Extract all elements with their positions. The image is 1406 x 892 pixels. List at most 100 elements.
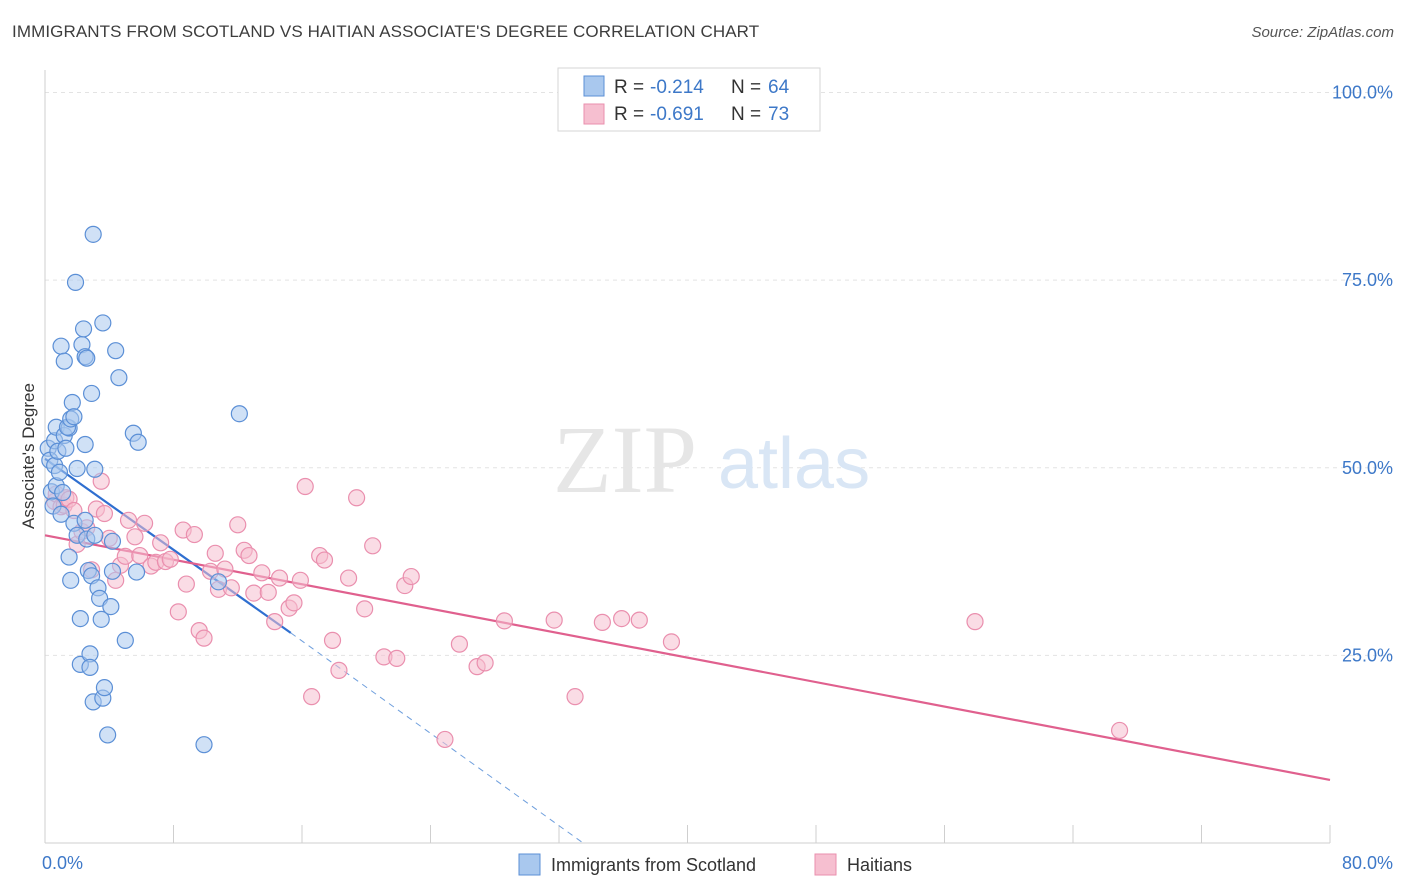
point-scotland-10 [52, 505, 70, 523]
watermark-zip: ZIP [553, 406, 697, 513]
point-scotland-21 [63, 393, 81, 412]
legend-swatch-haitians [583, 103, 605, 125]
point-haitians-26 [161, 550, 179, 568]
point-haitians-34 [206, 544, 224, 562]
point-haitians-72 [630, 611, 648, 629]
point-scotland-26 [68, 459, 86, 478]
point-haitians-40 [240, 546, 258, 565]
point-scotland-9 [50, 463, 69, 481]
point-haitians-54 [330, 661, 348, 679]
point-scotland-34 [78, 349, 96, 367]
point-scotland-51 [99, 726, 117, 744]
point-scotland-50 [95, 679, 114, 697]
point-haitians-17 [116, 547, 134, 565]
legend-r-value-scotland: -0.214 [650, 77, 704, 98]
point-haitians-71 [613, 610, 631, 628]
point-haitians-70 [593, 613, 611, 631]
source-label: Source: ZipAtlas.com [1251, 24, 1394, 41]
point-scotland-13 [57, 439, 75, 457]
point-scotland-14 [52, 337, 70, 355]
watermark-atlas: atlas [718, 424, 870, 504]
point-scotland-23 [66, 273, 85, 291]
point-scotland-53 [103, 562, 122, 580]
point-scotland-30 [74, 320, 93, 338]
point-scotland-55 [107, 342, 125, 360]
legend-r-label-haitians: R = [614, 104, 644, 125]
point-scotland-18 [62, 571, 80, 589]
point-haitians-32 [195, 629, 213, 647]
point-scotland-45 [84, 225, 102, 243]
point-haitians-24 [152, 534, 170, 552]
point-scotland-52 [102, 597, 120, 616]
point-scotland-27 [71, 610, 89, 628]
point-haitians-53 [323, 631, 342, 649]
point-scotland-60 [129, 433, 147, 451]
point-haitians-55 [339, 569, 358, 587]
bottom-legend-swatch-scotland [518, 853, 541, 876]
point-haitians-13 [95, 504, 114, 523]
legend-r-value-haitians: -0.691 [650, 104, 704, 125]
point-haitians-63 [436, 730, 454, 749]
point-scotland-33 [76, 511, 94, 529]
point-scotland-42 [86, 460, 104, 478]
point-scotland-37 [81, 658, 99, 676]
y-tick-label-0: 100.0% [1332, 83, 1393, 103]
watermark: ZIP atlas [553, 406, 870, 513]
point-haitians-68 [545, 611, 563, 629]
point-scotland-47 [92, 610, 110, 628]
point-scotland-63 [209, 573, 228, 591]
point-haitians-19 [126, 528, 144, 546]
point-haitians-57 [356, 600, 374, 618]
point-haitians-43 [259, 583, 277, 601]
y-axis-title: Associate's Degree [19, 383, 38, 529]
point-scotland-59 [127, 563, 146, 581]
point-scotland-62 [230, 405, 248, 423]
point-haitians-21 [135, 514, 154, 532]
point-haitians-27 [169, 603, 187, 621]
point-haitians-60 [388, 649, 406, 667]
point-haitians-52 [315, 551, 334, 569]
data-points [39, 225, 1129, 754]
page-title: IMMIGRANTS FROM SCOTLAND VS HAITIAN ASSO… [12, 22, 760, 41]
point-haitians-69 [566, 688, 584, 706]
point-haitians-74 [966, 613, 984, 631]
point-haitians-30 [185, 525, 203, 544]
correlation-legend: R = -0.214 N = 64 R = -0.691 N = 73 [557, 67, 821, 132]
point-haitians-38 [229, 516, 247, 534]
legend-n-value-haitians: 73 [768, 104, 789, 125]
point-haitians-47 [285, 594, 303, 612]
point-haitians-42 [253, 564, 271, 582]
point-haitians-44 [266, 613, 284, 631]
point-scotland-17 [60, 548, 78, 566]
point-scotland-61 [195, 736, 213, 754]
x-tick-label-1: 80.0% [1342, 853, 1393, 873]
point-scotland-54 [103, 532, 122, 550]
tick-labels: 100.0% 75.0% 50.0% 25.0% 0.0% 80.0% [42, 83, 1393, 873]
bottom-legend-label-haitians: Haitians [847, 855, 912, 875]
bottom-legend-swatch-haitians [814, 853, 837, 876]
point-scotland-56 [110, 369, 128, 387]
point-haitians-50 [303, 688, 321, 706]
point-haitians-62 [402, 567, 420, 586]
y-tick-label-1: 75.0% [1342, 270, 1393, 290]
point-scotland-48 [94, 314, 112, 332]
bottom-legend-label-scotland: Immigrants from Scotland [551, 855, 756, 875]
point-scotland-15 [55, 352, 73, 370]
trend-line-haitians [44, 534, 1331, 782]
point-haitians-64 [450, 635, 469, 653]
y-tick-label-3: 25.0% [1342, 645, 1393, 665]
legend-r-label-scotland: R = [614, 77, 644, 98]
legend-n-value-scotland: 64 [768, 77, 790, 98]
point-scotland-24 [65, 408, 83, 426]
point-scotland-57 [116, 631, 134, 649]
legend-swatch-scotland [583, 75, 605, 97]
y-tick-label-2: 50.0% [1342, 458, 1393, 478]
point-haitians-58 [364, 537, 382, 555]
grid-lines [45, 92, 1392, 656]
point-scotland-11 [54, 483, 72, 502]
point-haitians-29 [177, 575, 195, 593]
legend-n-label-haitians: N = [731, 104, 761, 125]
point-haitians-20 [131, 546, 149, 565]
point-haitians-56 [348, 489, 366, 507]
